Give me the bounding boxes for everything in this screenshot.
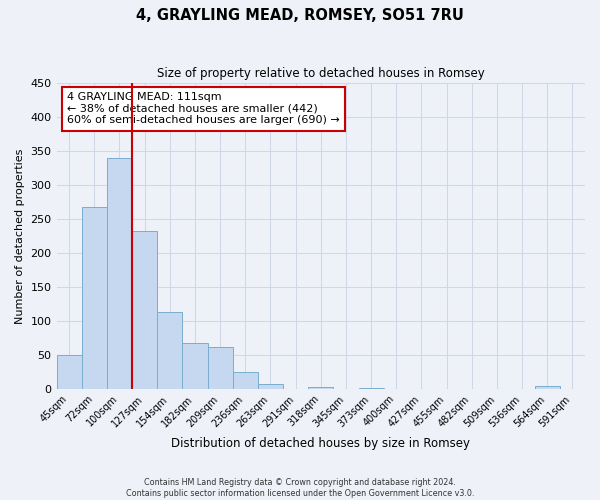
Bar xyxy=(208,347,233,389)
Bar xyxy=(56,355,82,389)
Bar xyxy=(182,342,208,389)
Text: 4, GRAYLING MEAD, ROMSEY, SO51 7RU: 4, GRAYLING MEAD, ROMSEY, SO51 7RU xyxy=(136,8,464,22)
Text: Contains HM Land Registry data © Crown copyright and database right 2024.
Contai: Contains HM Land Registry data © Crown c… xyxy=(126,478,474,498)
Bar xyxy=(308,387,334,389)
Bar xyxy=(107,158,132,389)
Bar xyxy=(258,384,283,389)
Bar xyxy=(359,388,383,389)
X-axis label: Distribution of detached houses by size in Romsey: Distribution of detached houses by size … xyxy=(171,437,470,450)
Y-axis label: Number of detached properties: Number of detached properties xyxy=(15,148,25,324)
Bar xyxy=(132,231,157,389)
Bar xyxy=(233,372,258,389)
Bar xyxy=(82,208,107,389)
Text: 4 GRAYLING MEAD: 111sqm
← 38% of detached houses are smaller (442)
60% of semi-d: 4 GRAYLING MEAD: 111sqm ← 38% of detache… xyxy=(67,92,340,126)
Bar xyxy=(157,312,182,389)
Title: Size of property relative to detached houses in Romsey: Size of property relative to detached ho… xyxy=(157,68,485,80)
Bar xyxy=(535,386,560,389)
